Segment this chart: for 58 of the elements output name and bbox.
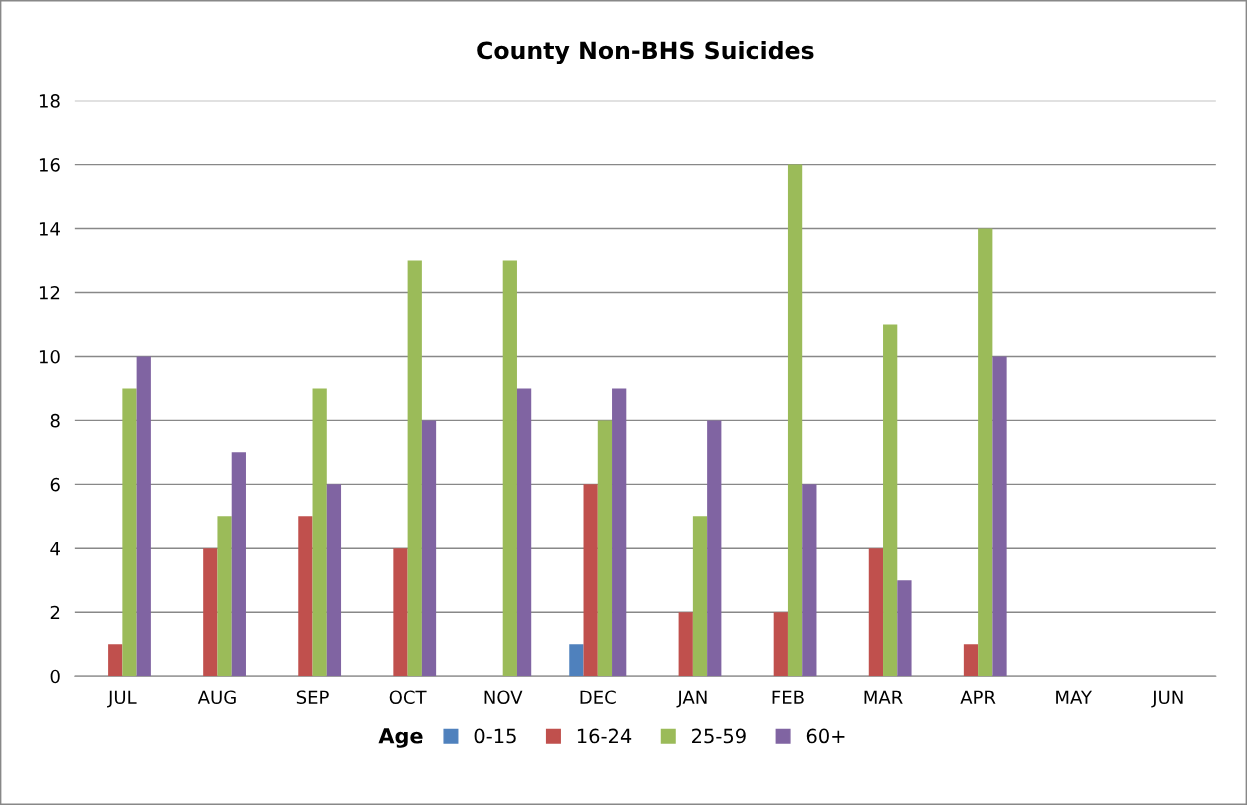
y-tick-label: 10 (39, 349, 60, 364)
bar (787, 164, 803, 677)
bar (231, 452, 246, 677)
legend-label: 60+ (806, 728, 845, 744)
bar (407, 260, 422, 677)
x-tick-label: DEC (580, 690, 616, 705)
bar (312, 388, 327, 677)
y-tick-label: 8 (50, 413, 60, 428)
bar (298, 516, 313, 677)
x-tick-label: JAN (676, 690, 707, 708)
bar (883, 324, 898, 677)
bar (773, 612, 788, 677)
chart-title: County Non-BHS Suicides (477, 41, 814, 65)
x-tick-label: APR (960, 690, 996, 704)
x-tick-label: JUN (1151, 690, 1183, 708)
bar (692, 516, 708, 677)
x-tick-label: FEB (772, 690, 804, 704)
bar (217, 516, 232, 677)
bar (516, 388, 532, 677)
y-tick-label: 2 (50, 605, 60, 620)
x-tick-label: OCT (389, 690, 427, 705)
bar (678, 612, 693, 677)
y-tick-label: 18 (39, 94, 60, 108)
legend-label: 0-15 (474, 728, 516, 744)
y-tick-label: 6 (50, 477, 60, 492)
bar (502, 260, 517, 677)
y-tick-label: 0 (50, 669, 60, 684)
bar (393, 548, 408, 677)
y-tick-label: 14 (39, 222, 60, 236)
x-tick-label: SEP (296, 690, 329, 705)
bar (136, 356, 151, 677)
bar (203, 548, 218, 677)
bar (421, 420, 437, 677)
x-tick-label: AUG (197, 690, 236, 705)
bar (707, 420, 722, 677)
x-tick-label: JUL (107, 690, 137, 708)
y-tick-label: 12 (39, 285, 60, 300)
x-tick-label: MAY (1056, 690, 1093, 704)
bar (802, 484, 817, 677)
bar (108, 644, 123, 677)
legend-title: Age (378, 728, 423, 748)
bar (326, 484, 342, 677)
bar (122, 388, 137, 677)
bar (583, 484, 598, 677)
bar (868, 548, 884, 677)
legend-label: 16-24 (577, 728, 632, 744)
bar (992, 356, 1007, 677)
bar (963, 644, 979, 677)
bar (978, 228, 993, 677)
bar (612, 388, 627, 677)
bar (569, 644, 584, 677)
y-tick-label: 16 (39, 158, 60, 172)
bar (597, 420, 613, 677)
legend-label: 25-59 (692, 728, 746, 744)
x-tick-label: MAR (864, 690, 903, 704)
y-tick-label: 4 (50, 541, 60, 556)
x-tick-label: NOV (484, 690, 523, 705)
bar (897, 580, 912, 677)
